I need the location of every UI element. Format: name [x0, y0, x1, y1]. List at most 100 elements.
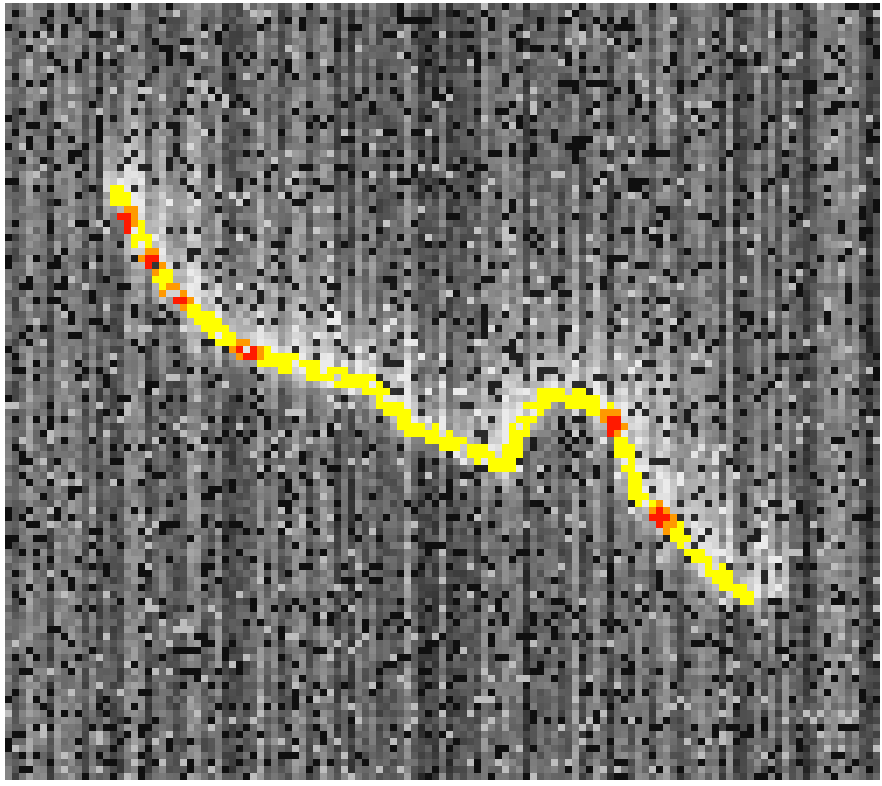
pixel [68, 73, 75, 80]
pixel [544, 248, 551, 255]
pixel [691, 17, 698, 24]
pixel [418, 185, 425, 192]
pixel [187, 115, 194, 122]
pixel [873, 206, 880, 213]
pixel [194, 262, 201, 269]
pixel [306, 45, 313, 52]
pixel [474, 255, 481, 262]
pixel [341, 248, 348, 255]
pixel [201, 10, 208, 17]
pixel [768, 115, 775, 122]
pixel [726, 101, 733, 108]
pixel [222, 108, 229, 115]
pixel [33, 255, 40, 262]
pixel [824, 234, 831, 241]
pixel [362, 101, 369, 108]
pixel [628, 108, 635, 115]
pixel [635, 94, 642, 101]
pixel [131, 164, 138, 171]
pixel [551, 87, 558, 94]
pixel [719, 101, 726, 108]
pixel [439, 94, 446, 101]
pixel [558, 276, 565, 283]
pixel [110, 129, 117, 136]
pixel [509, 220, 516, 227]
pixel [439, 73, 446, 80]
pixel [152, 3, 159, 10]
pixel [390, 66, 397, 73]
pixel [488, 164, 495, 171]
pixel [222, 31, 229, 38]
pixel [432, 178, 439, 185]
pixel [719, 206, 726, 213]
pixel [138, 199, 145, 206]
pixel [306, 150, 313, 157]
pixel [103, 171, 110, 178]
pixel [481, 52, 488, 59]
pixel [404, 213, 411, 220]
pixel [33, 122, 40, 129]
pixel [243, 59, 250, 66]
pixel [33, 220, 40, 227]
pixel [5, 185, 12, 192]
pixel [670, 136, 677, 143]
pixel [537, 17, 544, 24]
pixel [726, 220, 733, 227]
pixel [572, 59, 579, 66]
pixel [180, 157, 187, 164]
pixel [733, 248, 740, 255]
pixel [292, 24, 299, 31]
pixel [166, 150, 173, 157]
pixel [278, 150, 285, 157]
pixel [474, 52, 481, 59]
pixel [775, 87, 782, 94]
pixel [446, 143, 453, 150]
pixel [299, 206, 306, 213]
pixel [411, 227, 418, 234]
pixel [236, 157, 243, 164]
pixel [691, 94, 698, 101]
pixel [334, 171, 341, 178]
pixel [187, 136, 194, 143]
pixel [334, 17, 341, 24]
pixel [775, 136, 782, 143]
pixel [544, 129, 551, 136]
pixel [670, 171, 677, 178]
pixel [873, 171, 880, 178]
pixel [152, 17, 159, 24]
pixel [425, 185, 432, 192]
pixel [859, 66, 866, 73]
pixel [670, 52, 677, 59]
pixel [110, 10, 117, 17]
pixel [789, 157, 796, 164]
pixel [502, 206, 509, 213]
pixel [40, 199, 47, 206]
pixel [782, 73, 789, 80]
pixel [502, 87, 509, 94]
pixel [726, 255, 733, 262]
pixel [68, 129, 75, 136]
pixel [131, 59, 138, 66]
pixel [362, 220, 369, 227]
pixel [628, 199, 635, 206]
pixel [817, 150, 824, 157]
pixel [404, 143, 411, 150]
pixel [390, 255, 397, 262]
pixel [110, 38, 117, 45]
pixel [502, 164, 509, 171]
pixel [565, 115, 572, 122]
pixel [572, 248, 579, 255]
pixel [873, 101, 880, 108]
pixel [516, 213, 523, 220]
pixel [131, 17, 138, 24]
pixel [180, 122, 187, 129]
pixel [481, 31, 488, 38]
page: (() => { const data = JSON.parse(documen… [0, 0, 882, 786]
pixel [152, 199, 159, 206]
pixel [12, 52, 19, 59]
pixel [390, 45, 397, 52]
pixel [278, 199, 285, 206]
pixel [12, 213, 19, 220]
pixel [12, 255, 19, 262]
pixel [61, 45, 68, 52]
